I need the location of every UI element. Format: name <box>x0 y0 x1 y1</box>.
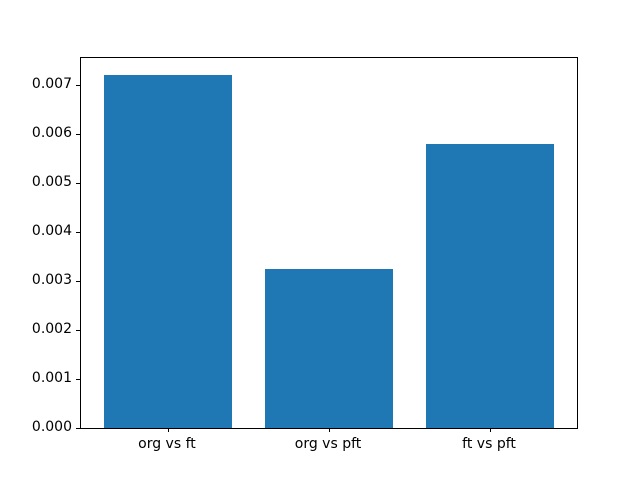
x-tick <box>329 428 330 432</box>
x-tick-label: org vs pft <box>294 436 362 452</box>
plot-area <box>76 57 578 432</box>
x-tick-label: org vs ft <box>138 436 196 452</box>
y-tick-label: 0.006 <box>31 124 72 141</box>
y-tick <box>76 133 80 135</box>
y-tick-label: 0.002 <box>31 320 72 337</box>
y-tick-label: 0.000 <box>31 419 72 435</box>
y-tick-label: 0.005 <box>31 173 72 190</box>
x-tick <box>490 428 492 432</box>
y-tick <box>76 280 80 282</box>
x-tick <box>167 428 169 432</box>
y-tick <box>76 378 80 380</box>
y-tick <box>76 231 80 233</box>
bar-ft-vs-pft <box>425 143 555 428</box>
y-tick-label: 0.004 <box>31 222 72 239</box>
y-tick <box>76 84 80 86</box>
y-tick-label: 0.001 <box>31 369 72 386</box>
y-tick <box>76 428 80 429</box>
y-tick <box>76 329 80 331</box>
x-tick-label: ft vs pft <box>462 436 516 452</box>
y-tick-label: 0.007 <box>31 75 72 92</box>
bar-org-vs-ft <box>103 75 233 428</box>
bar-org-vs-pft <box>264 268 394 428</box>
y-tick-label: 0.003 <box>31 271 72 288</box>
y-tick <box>76 182 80 184</box>
